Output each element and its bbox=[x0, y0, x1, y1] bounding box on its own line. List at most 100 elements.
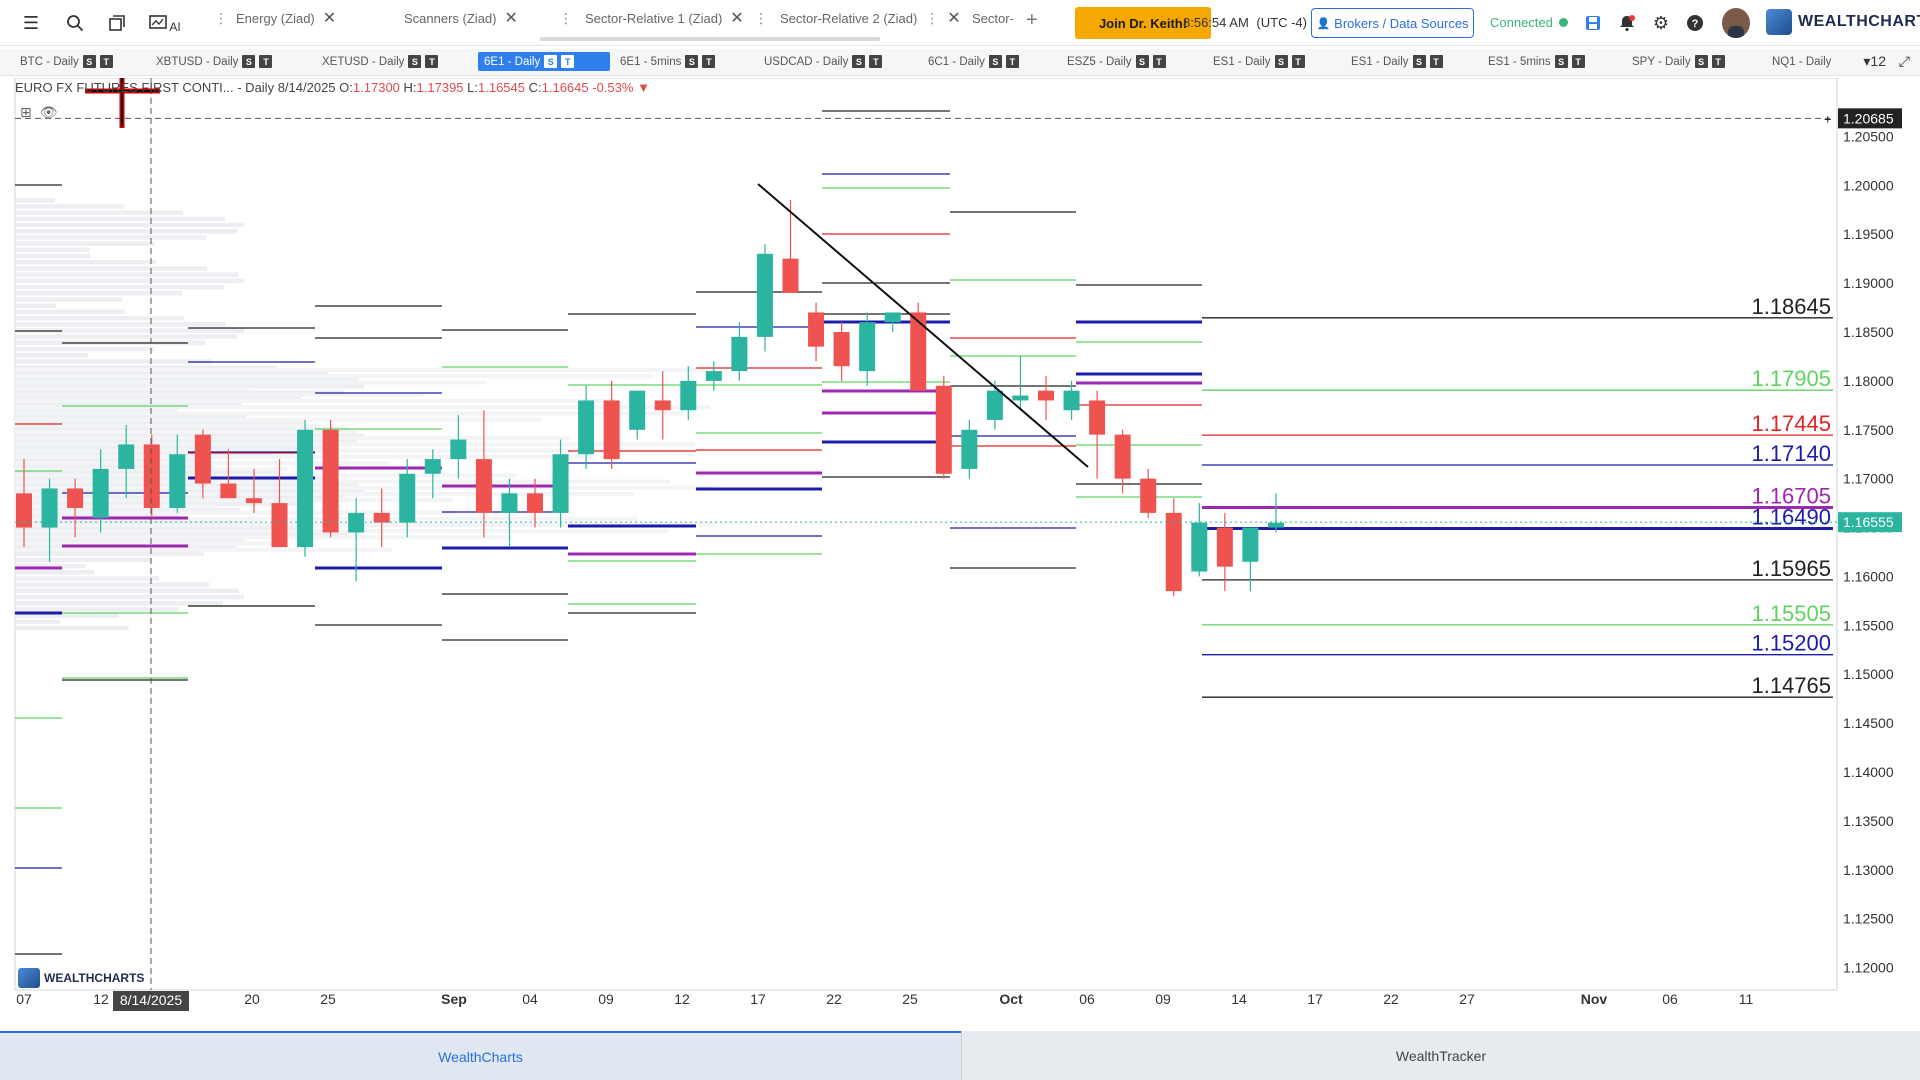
chart-tab[interactable]: ES1 - 5mins S T bbox=[1482, 52, 1591, 71]
chart-tab[interactable]: SPY - Daily S T bbox=[1626, 52, 1731, 71]
help-icon[interactable]: ? bbox=[1682, 10, 1708, 36]
candle[interactable] bbox=[859, 312, 876, 386]
s-badge[interactable]: S bbox=[1554, 55, 1568, 68]
search-icon[interactable] bbox=[62, 10, 88, 36]
chart-tab[interactable]: ES1 - Daily S T bbox=[1345, 52, 1449, 71]
t-badge[interactable]: T bbox=[1291, 55, 1305, 68]
candle[interactable] bbox=[1191, 503, 1208, 577]
windows-icon[interactable] bbox=[104, 10, 130, 36]
candle[interactable] bbox=[1165, 498, 1182, 596]
trend-line[interactable] bbox=[757, 183, 1089, 468]
t-badge[interactable]: T bbox=[1571, 55, 1585, 68]
candle[interactable] bbox=[884, 312, 901, 332]
ai-scan-icon[interactable]: AI bbox=[148, 10, 182, 36]
eye-icon[interactable]: 👁 bbox=[39, 104, 58, 120]
close-icon[interactable]: ✕ bbox=[504, 10, 518, 27]
candle[interactable] bbox=[169, 434, 186, 513]
candle[interactable] bbox=[756, 244, 773, 352]
kebab-icon[interactable]: ⋮ bbox=[559, 9, 573, 26]
t-badge[interactable]: T bbox=[425, 55, 439, 68]
candle[interactable] bbox=[194, 429, 211, 499]
t-badge[interactable]: T bbox=[561, 55, 575, 68]
candle[interactable] bbox=[1063, 380, 1080, 420]
candle[interactable] bbox=[245, 468, 262, 513]
close-icon[interactable]: ✕ bbox=[322, 10, 337, 27]
save-icon[interactable] bbox=[1580, 10, 1606, 36]
candle[interactable] bbox=[1140, 468, 1157, 518]
candle[interactable] bbox=[1267, 493, 1284, 533]
candle[interactable] bbox=[322, 420, 339, 538]
tab-wealthtracker[interactable]: WealthTracker bbox=[961, 1031, 1920, 1080]
candle[interactable] bbox=[1089, 390, 1106, 479]
candle[interactable] bbox=[92, 449, 109, 533]
candle[interactable] bbox=[16, 459, 32, 548]
candle[interactable] bbox=[475, 410, 492, 538]
t-badge[interactable]: T bbox=[702, 55, 716, 68]
t-badge[interactable]: T bbox=[1152, 55, 1166, 68]
candle[interactable] bbox=[373, 488, 390, 548]
kebab-icon[interactable]: ⋮ bbox=[214, 9, 228, 26]
bell-icon[interactable] bbox=[1614, 10, 1640, 36]
price-chart[interactable]: 1.18645 1.17905 1.17445 1.17140 1.167051.164… bbox=[0, 78, 1920, 1028]
candle[interactable] bbox=[910, 302, 927, 391]
candle[interactable] bbox=[1216, 512, 1233, 592]
candle[interactable] bbox=[1038, 376, 1054, 420]
s-badge[interactable]: S bbox=[82, 55, 96, 68]
tab-energy[interactable]: ⋮ Energy (Ziad) ✕ bbox=[214, 8, 336, 28]
t-badge[interactable]: T bbox=[1429, 55, 1443, 68]
candle[interactable] bbox=[552, 439, 569, 528]
chart-tab[interactable]: NQ1 - Daily bbox=[1766, 52, 1837, 71]
t-badge[interactable]: T bbox=[259, 55, 273, 68]
t-badge[interactable]: T bbox=[99, 55, 113, 68]
add-tab-button[interactable]: + bbox=[1026, 8, 1038, 31]
s-badge[interactable]: S bbox=[1412, 55, 1426, 68]
expand-icon[interactable]: ⤢ bbox=[1898, 53, 1910, 69]
candle[interactable] bbox=[654, 371, 671, 440]
s-badge[interactable]: S bbox=[1135, 55, 1149, 68]
candle[interactable] bbox=[961, 420, 978, 479]
s-badge[interactable]: S bbox=[988, 55, 1002, 68]
candle[interactable] bbox=[450, 415, 467, 479]
tab-sector-relative-1[interactable]: ⋮ Sector-Relative 1 (Ziad) ✕ bbox=[559, 8, 744, 28]
candle[interactable] bbox=[782, 200, 799, 293]
s-badge[interactable]: S bbox=[242, 55, 256, 68]
s-badge[interactable]: S bbox=[1694, 55, 1708, 68]
kebab-icon[interactable]: ⋮ bbox=[754, 9, 768, 26]
candle[interactable] bbox=[41, 478, 58, 562]
tab-sector[interactable]: Sector- bbox=[972, 8, 1014, 28]
t-badge[interactable]: T bbox=[1711, 55, 1725, 68]
candle[interactable] bbox=[1242, 527, 1259, 592]
candle[interactable] bbox=[1012, 356, 1029, 411]
s-badge[interactable]: S bbox=[408, 55, 422, 68]
candle[interactable] bbox=[271, 459, 288, 548]
t-badge[interactable]: T bbox=[1005, 55, 1019, 68]
candle[interactable] bbox=[399, 459, 416, 538]
chart-tab[interactable]: USDCAD - Daily S T bbox=[758, 52, 888, 71]
chart-tab[interactable]: 6C1 - Daily S T bbox=[922, 52, 1025, 71]
candle[interactable] bbox=[67, 478, 84, 538]
s-badge[interactable]: S bbox=[852, 55, 866, 68]
candle[interactable] bbox=[1114, 429, 1131, 494]
tab-sector-relative-2[interactable]: ⋮ Sector-Relative 2 (Ziad) ⋮ ✕ bbox=[754, 8, 961, 28]
add-icon[interactable]: + bbox=[1824, 111, 1832, 126]
candle[interactable] bbox=[501, 478, 518, 548]
avatar[interactable] bbox=[1722, 8, 1750, 38]
menu-icon[interactable]: ☰ bbox=[22, 12, 40, 33]
candle[interactable] bbox=[731, 322, 748, 381]
brokers-button[interactable]: 👤 Brokers / Data Sources bbox=[1311, 8, 1474, 38]
candle[interactable] bbox=[527, 478, 543, 528]
chart-tab[interactable]: BTC - Daily S T bbox=[14, 52, 119, 71]
gear-icon[interactable]: ⚙ bbox=[1652, 12, 1670, 33]
candle[interactable] bbox=[578, 385, 595, 469]
kebab-icon[interactable]: ⋮ bbox=[925, 9, 940, 26]
join-button[interactable]: Join Dr. Keith! bbox=[1075, 7, 1211, 39]
chart-tab[interactable]: 6E1 - Daily S T bbox=[478, 52, 610, 71]
candle[interactable] bbox=[986, 380, 1003, 430]
close-icon[interactable]: ✕ bbox=[947, 10, 961, 27]
s-badge[interactable]: S bbox=[544, 55, 558, 68]
tab-count[interactable]: ▾12 bbox=[1863, 53, 1886, 69]
candle[interactable] bbox=[629, 390, 646, 440]
candle[interactable] bbox=[935, 376, 952, 479]
y-axis[interactable]: 1.20500 1.20000 1.19500 1.19000 1.18500 1.180… bbox=[1843, 128, 1894, 975]
close-icon[interactable]: ✕ bbox=[730, 10, 744, 27]
